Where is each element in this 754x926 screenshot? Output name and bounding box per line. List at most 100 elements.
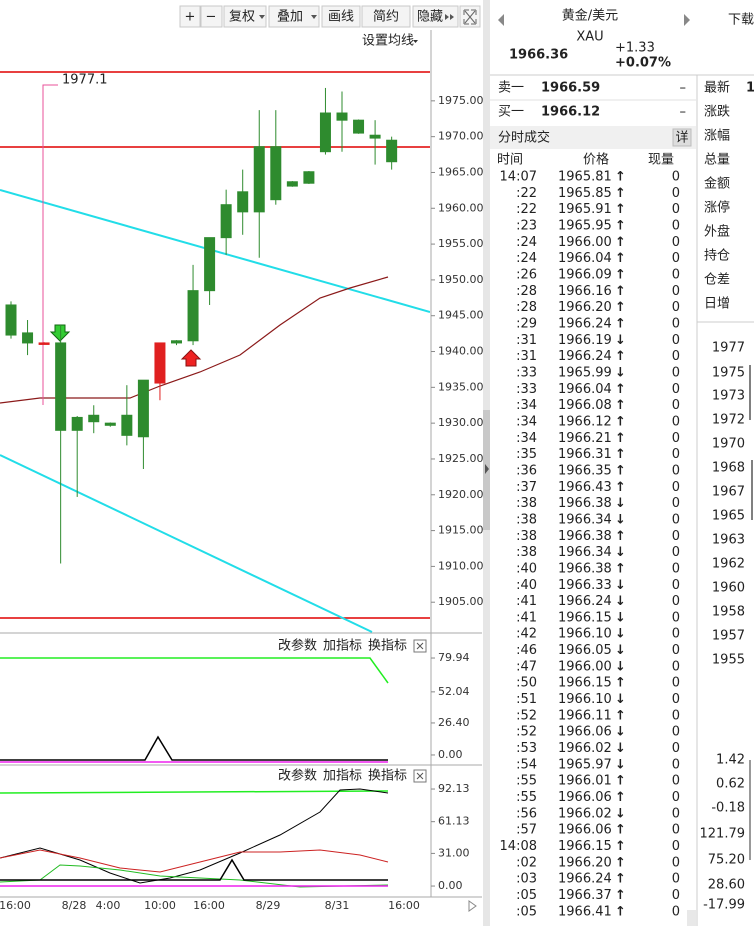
trade-direction: ↑ <box>615 251 626 266</box>
book-price: 1966.12 <box>541 105 600 120</box>
trade-time: :28 <box>516 300 537 315</box>
trade-price: 1966.09 <box>558 267 612 282</box>
y-tick-label: 1945.00 <box>438 309 484 322</box>
trade-direction: ↑ <box>615 790 626 805</box>
mini-scale-label: 1955 <box>712 653 745 668</box>
panel-button[interactable]: 改参数 <box>278 638 317 654</box>
trade-time: :31 <box>516 349 537 364</box>
trade-time: :52 <box>516 708 537 723</box>
trade-direction: ↑ <box>615 218 626 233</box>
zoom-out[interactable] <box>200 5 223 28</box>
trade-direction: ↓ <box>615 806 626 821</box>
trade-volume: 0 <box>672 202 680 217</box>
stat-label: 外盘 <box>704 224 730 240</box>
y-ticks: 1975.00 1970.00 1965.00 1960.00 1955.00 1950.… <box>431 94 484 892</box>
candle-body <box>386 139 398 163</box>
trade-price: 1966.00 <box>558 659 612 674</box>
trade-price: 1966.20 <box>558 300 612 315</box>
trade-volume: 0 <box>672 790 680 805</box>
trade-price: 1966.06 <box>558 823 612 838</box>
mini-scale-label: 1973 <box>712 389 745 404</box>
y-tick-label: 31.00 <box>438 846 470 859</box>
trade-price: 1966.38 <box>558 529 612 544</box>
mini-scale-label: 75.20 <box>708 853 745 868</box>
panel-button[interactable]: 换指标 <box>368 639 407 654</box>
trade-price: 1966.10 <box>558 692 612 707</box>
trade-volume: 0 <box>672 463 680 478</box>
trade-time: :24 <box>516 251 537 266</box>
y-tick-label: 1960.00 <box>438 201 484 214</box>
trade-volume: 0 <box>672 414 680 429</box>
trade-volume: 0 <box>672 512 680 527</box>
trade-direction: ↑ <box>615 888 626 903</box>
trade-direction: ↓ <box>615 545 626 560</box>
prev-button[interactable] <box>498 14 504 26</box>
y-tick-label: 1925.00 <box>438 452 484 465</box>
trade-volume: 0 <box>672 708 680 723</box>
trade-time: :34 <box>516 431 537 446</box>
candle-body <box>303 171 315 184</box>
quote-header: 黄金/美元 XAU 1966.36 +1.33 +0.07% 下载 <box>498 8 754 71</box>
next-button[interactable] <box>684 14 690 26</box>
trade-volume: 0 <box>672 823 680 838</box>
y-tick-label: 1905.00 <box>438 595 484 608</box>
trade-price: 1966.34 <box>558 512 612 527</box>
x-tick-label: 16:00 <box>0 899 31 912</box>
indicator-line <box>0 864 389 888</box>
panel-button[interactable]: 加指标 <box>323 639 362 654</box>
scroll-right[interactable] <box>468 900 477 912</box>
stat-label: 总量 <box>704 153 730 168</box>
trade-volume: 0 <box>672 888 680 903</box>
draw-button[interactable] <box>321 5 361 28</box>
candle-body <box>204 237 216 292</box>
list-scrollbar[interactable] <box>687 910 696 926</box>
download[interactable]: 下载 <box>728 13 754 28</box>
trade-direction: ↑ <box>615 284 626 299</box>
panel-button[interactable]: 改参数 <box>278 768 317 784</box>
trade-price: 1966.08 <box>558 398 612 413</box>
trade-time: 14:07 <box>500 170 537 185</box>
button-label: 隐藏 <box>417 10 443 25</box>
trade-volume: 0 <box>672 235 680 250</box>
trade-direction: ↑ <box>615 170 626 185</box>
trade-price: 1966.24 <box>558 316 612 331</box>
hide-button[interactable] <box>412 5 459 28</box>
trade-time: :33 <box>516 365 537 380</box>
panel-button[interactable]: 换指标 <box>368 769 407 784</box>
candle-body <box>104 422 116 426</box>
trade-volume: 0 <box>672 300 680 315</box>
panel-button[interactable]: 加指标 <box>323 769 362 784</box>
zoom-in[interactable] <box>179 5 201 28</box>
simple-button[interactable] <box>361 5 411 28</box>
trade-price: 1966.06 <box>558 725 612 740</box>
y-tick-label: 26.40 <box>438 716 470 729</box>
trade-volume: 0 <box>672 316 680 331</box>
mini-scale-label: 1972 <box>712 413 745 428</box>
mini-scale-label: -0.18 <box>711 801 745 816</box>
candle-body <box>137 379 149 438</box>
mini-scale-label: -17.99 <box>703 898 745 913</box>
trade-price: 1966.37 <box>558 888 612 903</box>
y-tick-label: 1940.00 <box>438 345 484 358</box>
trade-direction: ↑ <box>615 398 626 413</box>
latest-value: 1 <box>746 81 754 96</box>
trade-volume: 0 <box>672 447 680 462</box>
candle-body <box>187 290 199 342</box>
x-tick-label: 4:00 <box>96 899 121 912</box>
trades-title: 分时成交 <box>498 130 550 146</box>
book-volume: – <box>680 105 687 120</box>
trade-volume: 0 <box>672 578 680 593</box>
adjust-button[interactable] <box>223 5 267 28</box>
trade-direction: ↑ <box>615 267 626 282</box>
x-tick-label: 8/31 <box>325 899 350 912</box>
trade-time: :38 <box>516 496 537 511</box>
detail-button[interactable] <box>672 128 692 147</box>
stat-label: 持仓 <box>704 249 730 264</box>
trade-volume: 0 <box>672 757 680 772</box>
ma-setting[interactable]: 设置均线 <box>362 34 414 49</box>
column-header: 价格 <box>583 152 609 168</box>
trade-volume: 0 <box>672 627 680 642</box>
overlay-button[interactable] <box>268 5 320 28</box>
book-volume: – <box>680 81 687 96</box>
